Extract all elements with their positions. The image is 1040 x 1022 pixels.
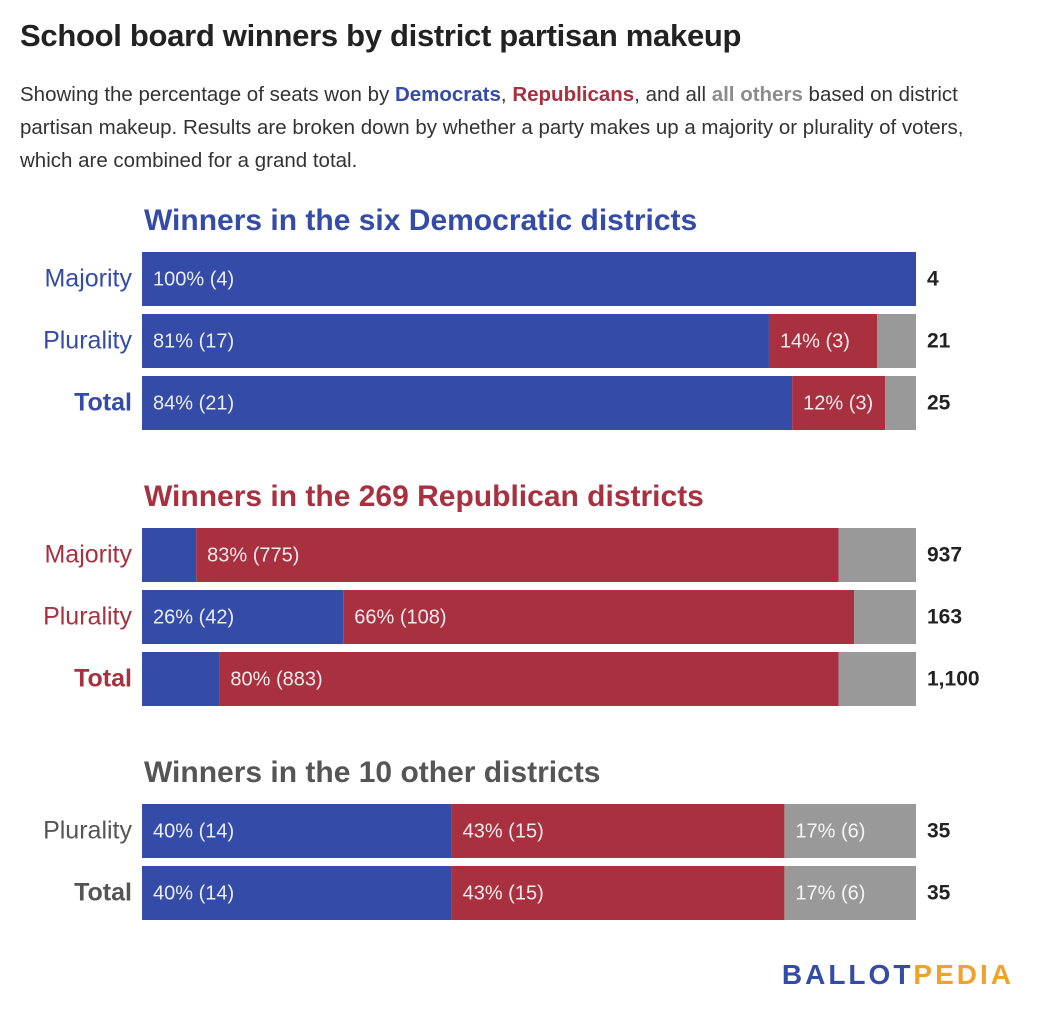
row-total: 4 <box>927 268 939 291</box>
bar-segment <box>343 590 855 644</box>
chart-title: Winners in the six Democratic districts <box>144 204 697 237</box>
row-total: 35 <box>927 882 951 905</box>
row-label: Total <box>74 665 132 693</box>
bar-segment <box>142 314 769 368</box>
row-label: Majority <box>44 541 132 569</box>
value-label: 14% (3) <box>780 330 850 352</box>
subtitle-part: , and all <box>634 83 712 106</box>
bar-segment <box>854 590 916 644</box>
value-label: 17% (6) <box>795 820 865 842</box>
row-label: Majority <box>44 265 132 293</box>
subtitle-part: based on district partisan makeup. Resul… <box>20 83 964 172</box>
bar-segment <box>142 528 197 582</box>
bar-segment <box>784 804 916 858</box>
header: School board winners by district partisa… <box>20 18 1020 177</box>
bar-segment <box>196 528 839 582</box>
value-label: 40% (14) <box>153 820 234 842</box>
value-label: 80% (883) <box>230 668 322 690</box>
bar-segment <box>451 804 785 858</box>
value-label: 100% (4) <box>153 268 234 290</box>
row-total: 1,100 <box>927 668 980 691</box>
bar-segment <box>142 376 793 430</box>
logo-part: BALLOT <box>782 959 914 990</box>
bar-segment <box>885 376 916 430</box>
chart-title: Winners in the 10 other districts <box>144 756 601 789</box>
bar-segment <box>451 866 785 920</box>
value-label: 84% (21) <box>153 392 234 414</box>
value-label: 26% (42) <box>153 606 234 628</box>
title: School board winners by district partisa… <box>20 18 742 53</box>
bar-segment <box>142 804 452 858</box>
logo: BALLOTPEDIA <box>782 959 1014 990</box>
bar-segment <box>838 652 916 706</box>
row-label: Total <box>74 389 132 417</box>
row-total: 21 <box>927 330 951 353</box>
row-label: Plurality <box>43 817 132 845</box>
value-label: 17% (6) <box>795 882 865 904</box>
row-label: Total <box>74 879 132 907</box>
value-label: 43% (15) <box>463 882 544 904</box>
value-label: 81% (17) <box>153 330 234 352</box>
bar-segment <box>768 314 878 368</box>
bar-segment <box>784 866 916 920</box>
chart-title: Winners in the 269 Republican districts <box>144 480 704 513</box>
subtitle-part: Democrats <box>394 83 501 106</box>
row-label: Plurality <box>43 603 132 631</box>
row-total: 937 <box>927 544 962 567</box>
row-total: 25 <box>927 392 951 415</box>
value-label: 66% (108) <box>354 606 446 628</box>
value-label: 83% (775) <box>207 544 299 566</box>
subtitle-part: Showing the percentage of seats won by <box>20 83 395 106</box>
subtitle-part: , <box>500 83 513 106</box>
bar-segment <box>219 652 839 706</box>
subtitle-part: Republicans <box>512 83 635 106</box>
row-total: 35 <box>927 820 951 843</box>
row-label: Plurality <box>43 327 132 355</box>
bar-segment <box>142 866 452 920</box>
bar-segment <box>838 528 916 582</box>
subtitle: Showing the percentage of seats won by D… <box>20 78 1020 177</box>
row-total: 163 <box>927 606 962 629</box>
bar-segment <box>877 314 916 368</box>
subtitle-part: all others <box>711 83 803 106</box>
bar-segment <box>142 252 916 306</box>
bar-segment <box>792 376 886 430</box>
value-label: 40% (14) <box>153 882 234 904</box>
value-label: 43% (15) <box>463 820 544 842</box>
bar-segment <box>142 590 344 644</box>
bar-segment <box>142 652 220 706</box>
logo-part: PEDIA <box>913 959 1014 990</box>
value-label: 12% (3) <box>803 392 873 414</box>
